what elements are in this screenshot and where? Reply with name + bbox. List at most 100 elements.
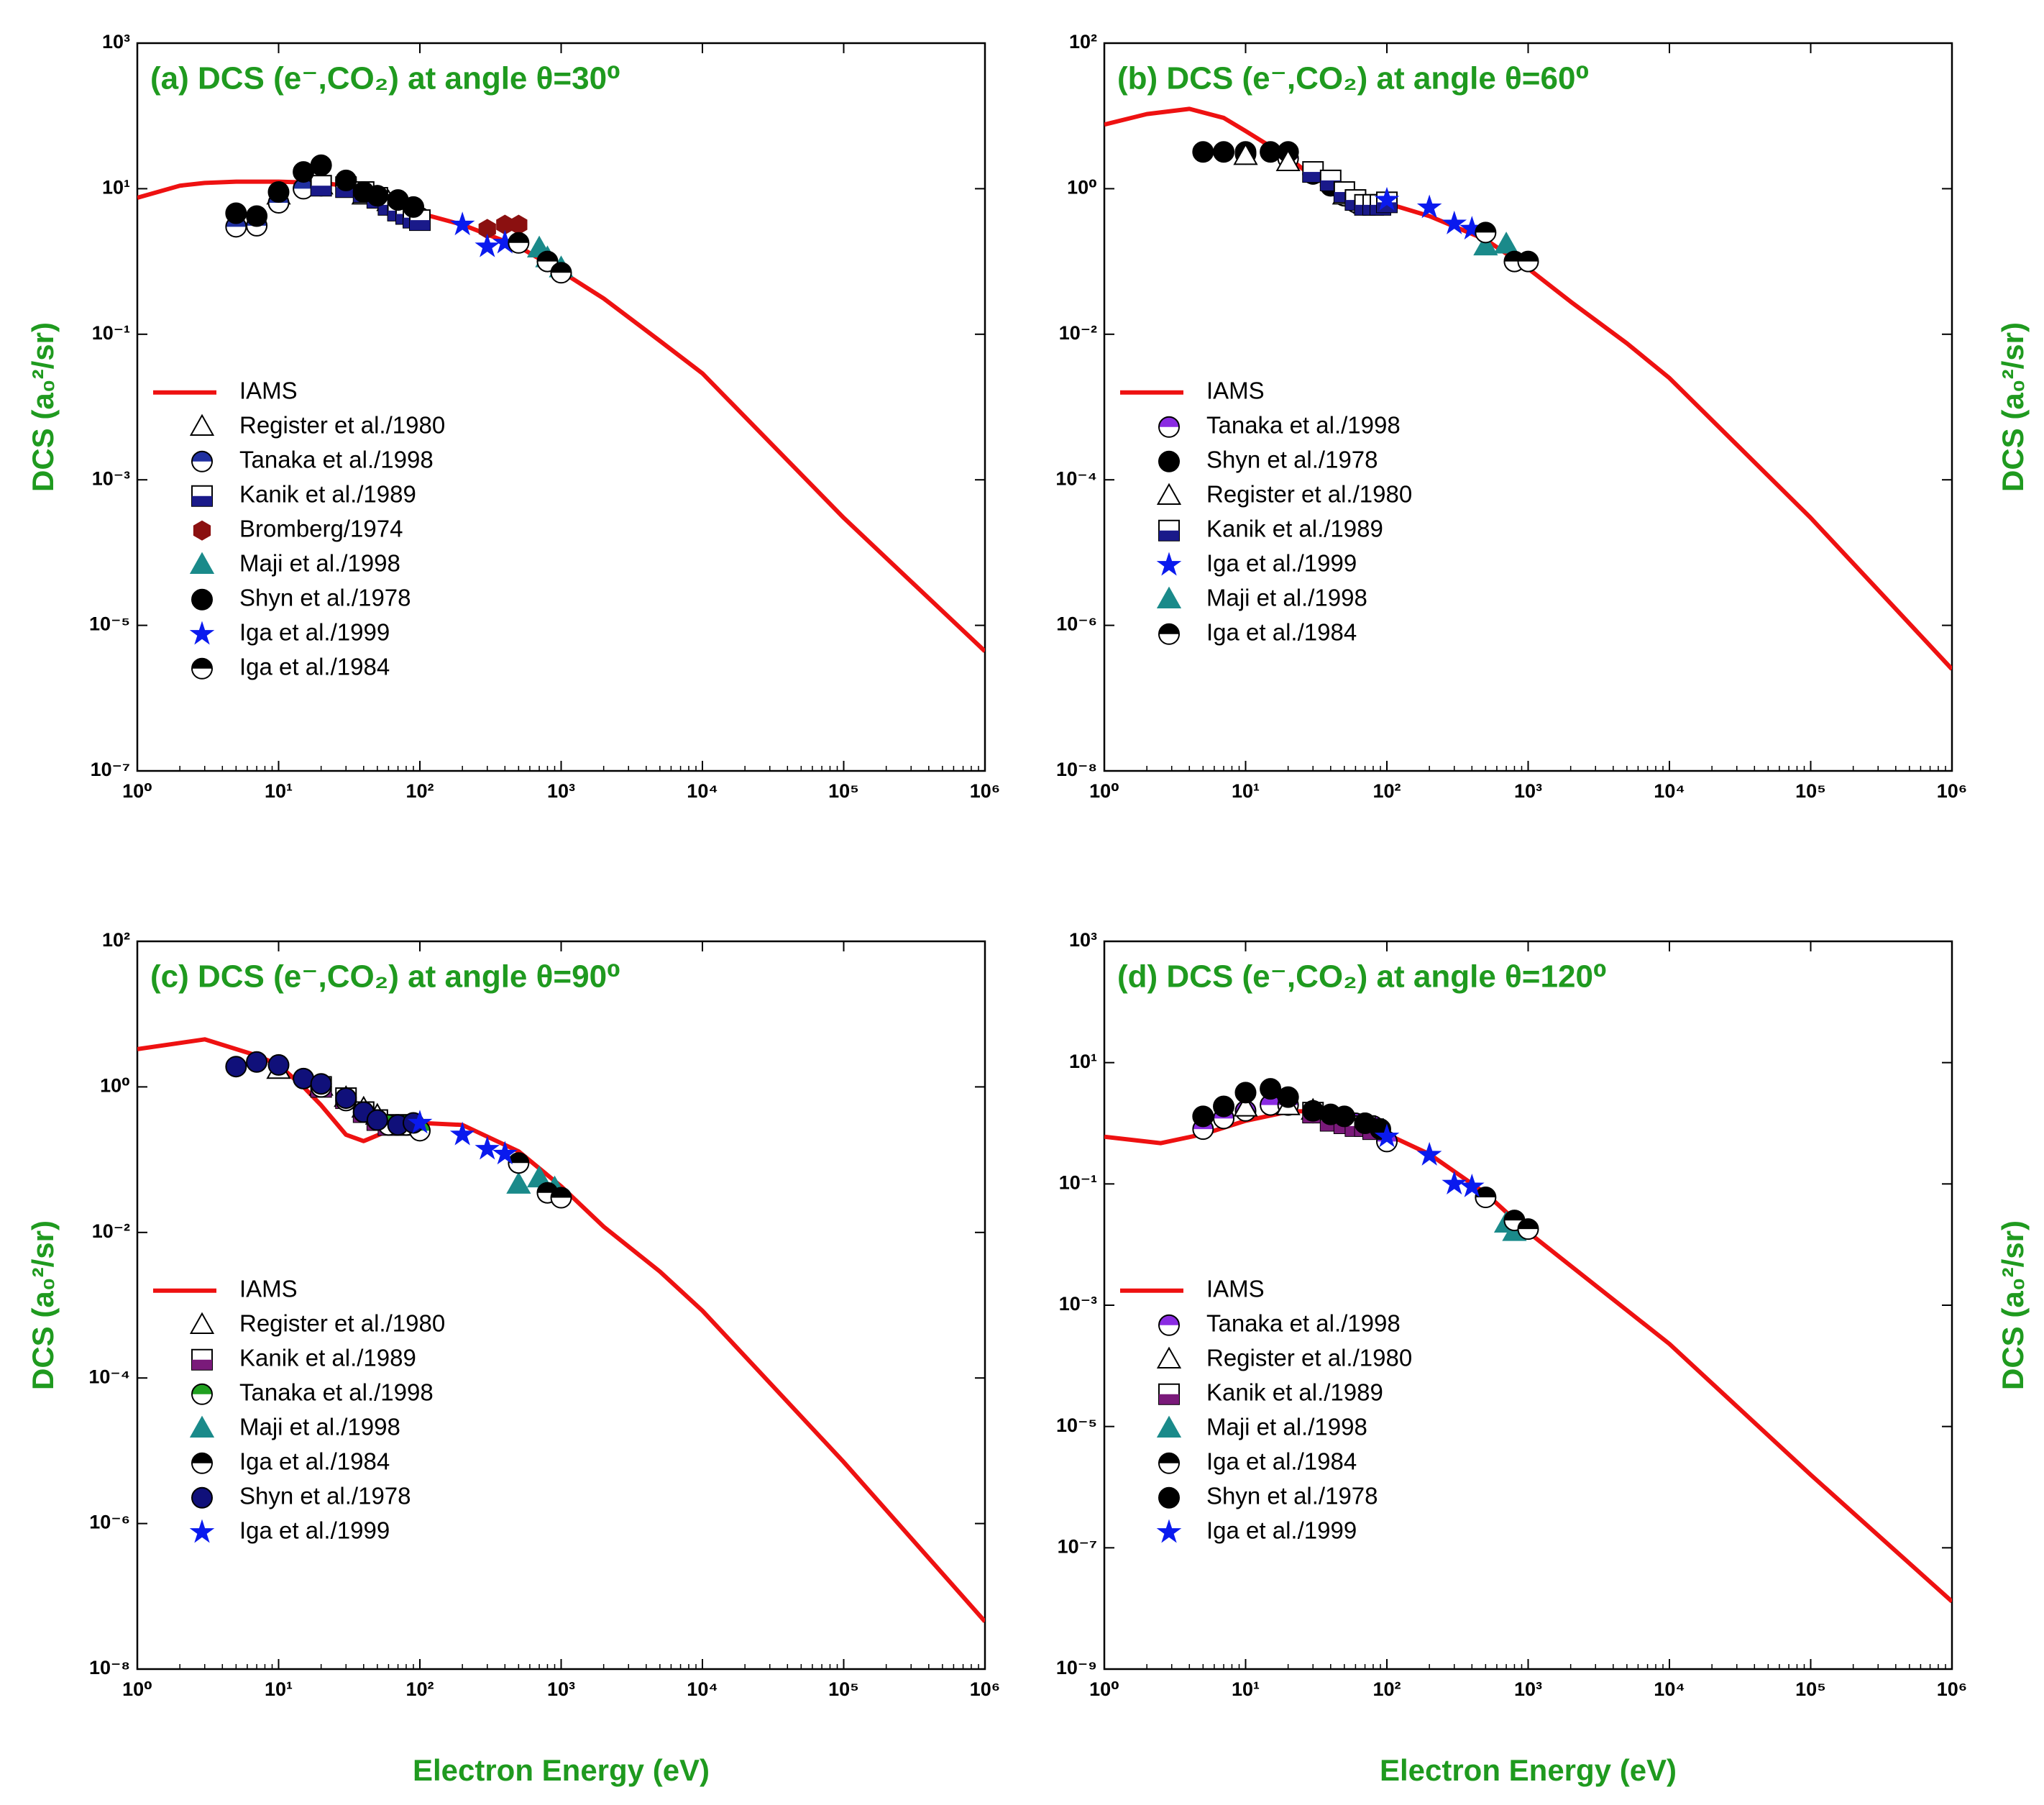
dot-half (192, 451, 212, 462)
legend-marker (191, 1383, 213, 1405)
x-tick-label: 10¹ (265, 1678, 293, 1700)
legend-marker (189, 1312, 215, 1334)
hexagon (478, 219, 496, 239)
dot (267, 181, 290, 204)
panel: 10⁰ 10¹ 10² 10³ 10⁴ 10⁵ 10⁶ 10⁻⁷ 10⁻⁵ 10⁻³ 10⁻¹ 10¹… (26, 31, 1000, 802)
y-tick-label: 10⁰ (100, 1075, 130, 1097)
legend-label: Iga et al./1999 (239, 1517, 390, 1543)
dot-half (508, 1153, 529, 1164)
triangle (1275, 149, 1301, 171)
marker (1260, 1078, 1282, 1100)
legend-label: Register et al./1980 (239, 411, 445, 438)
x-tick-label: 10⁶ (970, 1678, 1000, 1700)
triangle (189, 1312, 215, 1334)
x-tick-label: 10⁴ (1654, 780, 1685, 802)
y-tick-label: 10⁻⁴ (88, 1366, 130, 1387)
star (449, 211, 475, 236)
y-axis-label: DCS (a₀²/sr) (1996, 322, 2030, 492)
legend-label: Iga et al./1984 (239, 1448, 390, 1474)
star (1374, 1123, 1400, 1148)
y-tick-label: 10⁻⁹ (1056, 1657, 1097, 1678)
square-half (410, 220, 430, 231)
star (1442, 1171, 1467, 1195)
dot-half (537, 251, 558, 262)
x-tick-label: 10² (1372, 1678, 1401, 1700)
star (475, 233, 500, 257)
legend-marker (1156, 483, 1182, 505)
marker (246, 205, 268, 227)
dot (191, 588, 213, 611)
dot-outline (191, 1383, 213, 1405)
x-axis-label: Electron Energy (eV) (1380, 1753, 1677, 1787)
legend-label: Iga et al./1984 (1206, 1448, 1357, 1474)
triangle (1156, 483, 1182, 505)
y-tick-label: 10⁻¹ (1059, 1171, 1097, 1193)
dot (1333, 1105, 1355, 1128)
marker (496, 214, 514, 235)
dot (1192, 1105, 1214, 1128)
legend-label: IAMS (1206, 1275, 1265, 1302)
y-tick-label: 10⁻² (92, 1220, 130, 1242)
plot-frame (1103, 42, 1953, 772)
dot (1158, 1486, 1180, 1509)
star (1156, 552, 1182, 576)
marker (1213, 1095, 1235, 1118)
marker (478, 219, 496, 239)
marker (1416, 194, 1442, 219)
y-tick-label: 10³ (1069, 929, 1097, 951)
dot (191, 1486, 213, 1509)
legend-label: Tanaka et al./1998 (1206, 411, 1401, 438)
dot-half (1475, 1187, 1496, 1198)
marker (492, 1141, 518, 1165)
y-tick-label: 10¹ (102, 177, 130, 198)
marker (475, 1135, 500, 1160)
marker (310, 154, 332, 176)
star (1442, 210, 1467, 234)
marker (449, 1121, 475, 1146)
dot (1302, 1100, 1324, 1122)
dot (1158, 450, 1180, 472)
x-tick-label: 10⁵ (828, 1678, 859, 1700)
legend-marker (1156, 1519, 1182, 1543)
legend-marker (191, 450, 213, 472)
legend-label: Shyn et al./1978 (1206, 446, 1378, 472)
legend-label: IAMS (239, 377, 298, 403)
x-tick-label: 10¹ (1232, 1678, 1260, 1700)
legend-marker (1158, 1383, 1180, 1405)
marker (1459, 1173, 1485, 1197)
marker (508, 1152, 530, 1174)
panel: 10⁰ 10¹ 10² 10³ 10⁴ 10⁵ 10⁶ 10⁻⁹ 10⁻⁷ 10⁻⁵ 10⁻³ 10⁻… (1056, 929, 2030, 1787)
square-half (1159, 530, 1179, 541)
marker (1459, 216, 1485, 240)
marker (1275, 149, 1301, 171)
legend-marker (189, 1519, 215, 1543)
legend-marker (189, 413, 215, 436)
y-tick-label: 10⁻⁸ (1056, 759, 1097, 780)
legend-marker (191, 588, 213, 611)
marker (225, 202, 247, 224)
x-tick-label: 10⁶ (1937, 1678, 1967, 1700)
marker (335, 1087, 357, 1110)
panel-title: (b) DCS (e⁻,CO₂) at angle θ=60⁰ (1117, 61, 1590, 96)
dot-outline (1158, 623, 1180, 645)
dot-outline (550, 262, 572, 284)
legend-label: Iga et al./1999 (1206, 549, 1357, 576)
marker (1442, 1171, 1467, 1195)
dot-half (192, 1384, 212, 1394)
x-tick-label: 10² (405, 1678, 434, 1700)
triangle (189, 1415, 215, 1438)
legend-marker (191, 657, 213, 680)
dot-half (1159, 416, 1179, 427)
dot (225, 202, 247, 224)
legend-marker (189, 552, 215, 574)
plot-area (1104, 106, 1952, 671)
triangle (189, 552, 215, 574)
triangle (1156, 1346, 1182, 1368)
marker (1233, 1095, 1258, 1117)
dot (366, 1109, 388, 1131)
legend-label: Kanik et al./1989 (239, 480, 416, 507)
legend-marker (189, 1415, 215, 1438)
legend-marker (191, 1348, 213, 1371)
dot (310, 154, 332, 176)
